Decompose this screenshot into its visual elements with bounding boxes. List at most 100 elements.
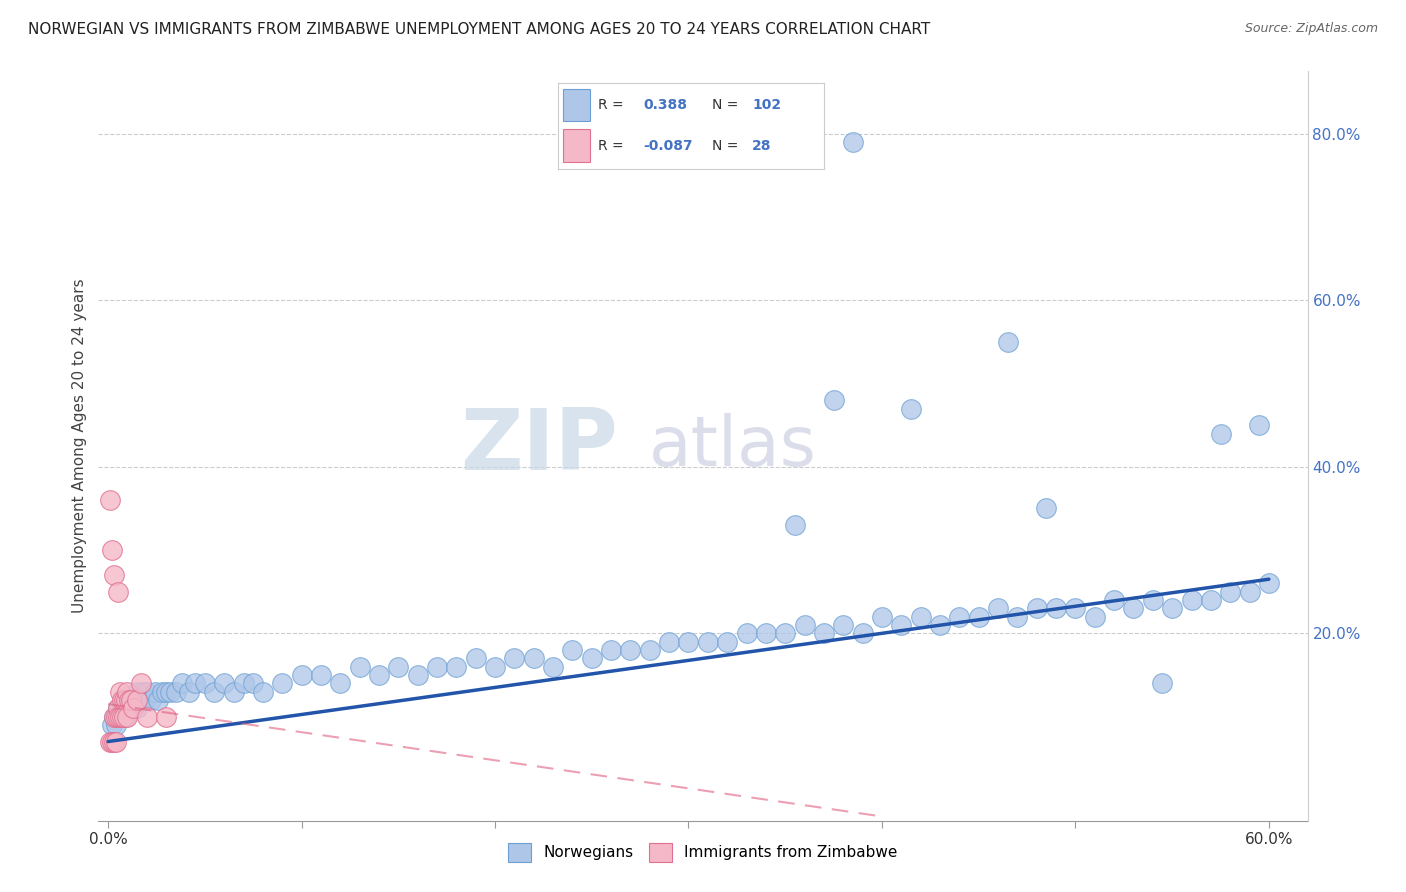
Point	[134, 693, 156, 707]
Point	[600, 643, 623, 657]
Point	[561, 643, 583, 657]
Point	[98, 493, 121, 508]
Point	[139, 693, 162, 707]
Point	[890, 618, 912, 632]
Point	[900, 401, 922, 416]
Point	[107, 701, 129, 715]
Y-axis label: Unemployment Among Ages 20 to 24 years: Unemployment Among Ages 20 to 24 years	[72, 278, 87, 614]
Point	[910, 609, 932, 624]
Legend: Norwegians, Immigrants from Zimbabwe: Norwegians, Immigrants from Zimbabwe	[509, 843, 897, 862]
Point	[117, 693, 139, 707]
Point	[108, 684, 131, 698]
Point	[103, 568, 125, 582]
Point	[108, 709, 131, 723]
Point	[1045, 601, 1067, 615]
Point	[271, 676, 294, 690]
Point	[129, 676, 152, 690]
Text: Source: ZipAtlas.com: Source: ZipAtlas.com	[1244, 22, 1378, 36]
Point	[107, 701, 129, 715]
Point	[997, 334, 1019, 349]
Point	[1025, 601, 1047, 615]
Point	[755, 626, 778, 640]
Point	[678, 634, 700, 648]
Point	[716, 634, 738, 648]
Point	[242, 676, 264, 690]
Point	[929, 618, 952, 632]
Point	[1219, 584, 1241, 599]
Point	[832, 618, 855, 632]
Point	[111, 709, 134, 723]
Point	[107, 709, 129, 723]
Point	[464, 651, 486, 665]
Point	[122, 701, 145, 715]
Point	[111, 693, 134, 707]
Point	[132, 684, 155, 698]
Point	[1102, 593, 1125, 607]
Point	[111, 709, 134, 723]
Point	[1152, 676, 1174, 690]
Point	[117, 701, 139, 715]
Point	[783, 518, 806, 533]
Point	[107, 584, 129, 599]
Point	[124, 693, 146, 707]
Point	[170, 676, 193, 690]
Point	[967, 609, 990, 624]
Point	[118, 693, 141, 707]
Point	[1199, 593, 1222, 607]
Point	[222, 684, 245, 698]
Point	[793, 618, 815, 632]
Text: ZIP: ZIP	[461, 404, 619, 488]
Point	[773, 626, 796, 640]
Point	[159, 684, 181, 698]
Point	[155, 709, 177, 723]
Point	[638, 643, 661, 657]
Point	[135, 709, 157, 723]
Point	[204, 684, 226, 698]
Point	[127, 693, 149, 707]
Point	[1084, 609, 1107, 624]
Point	[446, 659, 468, 673]
Point	[98, 734, 121, 748]
Point	[252, 684, 274, 698]
Point	[194, 676, 217, 690]
Point	[349, 659, 371, 673]
Point	[101, 718, 124, 732]
Point	[120, 693, 142, 707]
Point	[155, 684, 177, 698]
Point	[309, 668, 332, 682]
Point	[212, 676, 235, 690]
Point	[696, 634, 718, 648]
Point	[165, 684, 187, 698]
Point	[1161, 601, 1184, 615]
Point	[120, 701, 142, 715]
Point	[117, 709, 139, 723]
Point	[541, 659, 564, 673]
Point	[127, 701, 149, 715]
Point	[987, 601, 1010, 615]
Text: atlas: atlas	[648, 412, 817, 480]
Point	[1180, 593, 1202, 607]
Point	[1007, 609, 1029, 624]
Point	[1064, 601, 1087, 615]
Point	[852, 626, 875, 640]
Point	[581, 651, 603, 665]
Point	[114, 709, 136, 723]
Point	[129, 693, 152, 707]
Point	[112, 709, 135, 723]
Point	[619, 643, 641, 657]
Point	[111, 701, 134, 715]
Point	[1122, 601, 1144, 615]
Point	[1239, 584, 1261, 599]
Point	[426, 659, 449, 673]
Point	[387, 659, 409, 673]
Point	[104, 734, 127, 748]
Point	[108, 709, 131, 723]
Point	[523, 651, 546, 665]
Point	[948, 609, 970, 624]
Point	[112, 701, 135, 715]
Point	[120, 693, 142, 707]
Point	[117, 684, 139, 698]
Point	[150, 684, 173, 698]
Point	[658, 634, 681, 648]
Point	[1142, 593, 1164, 607]
